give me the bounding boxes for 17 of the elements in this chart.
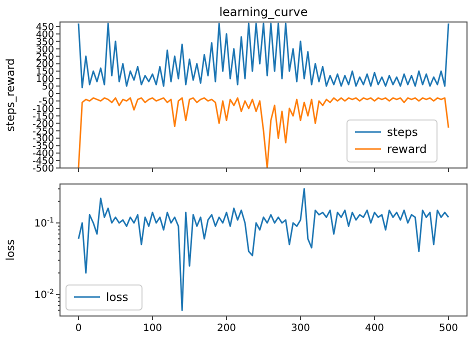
line-series (78, 97, 450, 168)
legend-label: loss (106, 290, 128, 304)
y-axis-title: loss (4, 239, 17, 261)
x-tick-label: 200 (216, 323, 236, 334)
legend-label: steps (387, 125, 418, 139)
x-tick-label: 100 (142, 323, 162, 334)
y-axis-title: steps_reward (4, 58, 17, 132)
x-tick-label: 400 (364, 323, 384, 334)
y-tick-label: 10$^{-2}$ (34, 288, 54, 301)
legend-label: reward (387, 142, 427, 156)
line-series (78, 188, 450, 312)
x-tick-label: 0 (75, 323, 82, 334)
x-tick-label: 500 (438, 323, 458, 334)
x-tick-label: 300 (290, 323, 310, 334)
chart-title: learning_curve (219, 5, 308, 19)
y-tick-label: 10$^{-1}$ (34, 216, 54, 230)
line-series (78, 22, 450, 88)
